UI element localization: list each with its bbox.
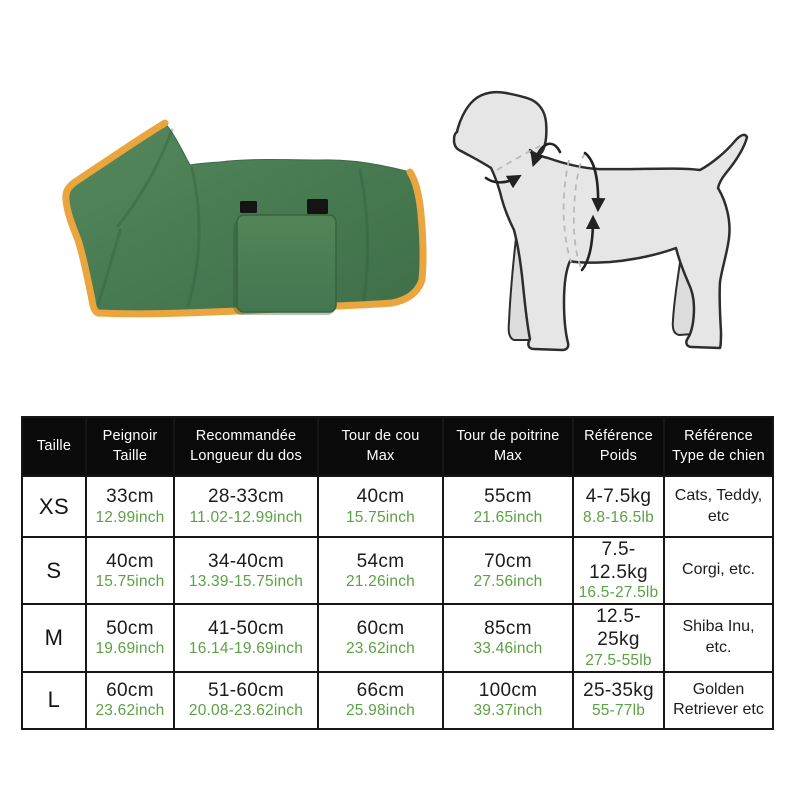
robe-fold-shadows xyxy=(96,128,369,308)
size-row-xs: XS 33cm 12.99inch 28-33cm 11.02-12.99inch … xyxy=(21,475,774,538)
cell-breed: Corgi, etc. xyxy=(663,535,774,606)
neck-dashed-line xyxy=(496,145,541,171)
cell-neck-girth: 60cm 23.62inch xyxy=(317,603,444,673)
chest-girth-arrow-down xyxy=(583,151,606,213)
measure-arrows xyxy=(484,142,606,272)
cell-neck-girth: 54cm 21.26inch xyxy=(317,535,444,606)
cell-chest-girth: 85cm 33.46inch xyxy=(442,603,574,673)
cell-weight: 25-35kg 55-77lb xyxy=(572,670,665,730)
neck-girth-arrow xyxy=(484,174,522,189)
cell-weight: 7.5-12.5kg 16.5-27.5lb xyxy=(572,535,665,606)
cell-robe-size: 33cm 12.99inch xyxy=(85,475,175,538)
header-longueur-dos: Recommandée Longueur du dos xyxy=(173,416,319,477)
cell-back-length: 34-40cm 13.39-15.75inch xyxy=(173,535,319,606)
cell-breed: Cats, Teddy, etc xyxy=(663,475,774,538)
product-photo-bathrobe xyxy=(20,100,460,350)
robe-pocket xyxy=(236,214,337,313)
bathrobe-illustration xyxy=(62,119,427,318)
cell-weight: 4-7.5kg 8.8-16.5lb xyxy=(572,475,665,538)
cell-chest-girth: 55cm 21.65inch xyxy=(442,475,574,538)
chest-dashed-line xyxy=(562,159,572,263)
cell-size: S xyxy=(21,535,87,606)
chest-ellipse-dashed-arc xyxy=(572,152,586,271)
cell-breed: Shiba Inu, etc. xyxy=(663,603,774,673)
chest-girth-arrow-up xyxy=(580,214,601,272)
cell-back-length: 28-33cm 11.02-12.99inch xyxy=(173,475,319,538)
size-row-s: S 40cm 15.75inch 34-40cm 13.39-15.75inch 5… xyxy=(21,535,774,606)
dog-measurement-diagram xyxy=(430,70,790,400)
cell-size: XS xyxy=(21,475,87,538)
size-chart-table: Taille Peignoir Taille Recommandée Longueu… xyxy=(21,416,774,730)
robe-orange-trim xyxy=(62,119,427,318)
header-tour-de-cou: Tour de cou Max xyxy=(317,416,444,477)
cell-breed: Golden Retriever etc xyxy=(663,670,774,730)
header-reference-type-chien: Référence Type de chien xyxy=(663,416,774,477)
cell-chest-girth: 100cm 39.37inch xyxy=(442,670,574,730)
cell-robe-size: 60cm 23.62inch xyxy=(85,670,175,730)
cell-neck-girth: 66cm 25.98inch xyxy=(317,670,444,730)
cell-size: L xyxy=(21,670,87,730)
header-peignoir-taille: Peignoir Taille xyxy=(85,416,175,477)
dashed-measure-guides xyxy=(496,145,586,271)
cell-robe-size: 40cm 15.75inch xyxy=(85,535,175,606)
cell-size: M xyxy=(21,603,87,673)
header-tour-de-poitrine: Tour de poitrine Max xyxy=(442,416,574,477)
velcro-tab-right xyxy=(307,199,328,214)
header-taille: Taille xyxy=(21,416,87,477)
dog-diagram-illustration xyxy=(452,90,749,352)
cell-back-length: 51-60cm 20.08-23.62inch xyxy=(173,670,319,730)
size-chart-header-row: Taille Peignoir Taille Recommandée Longueu… xyxy=(21,416,774,477)
cell-back-length: 41-50cm 16.14-19.69inch xyxy=(173,603,319,673)
size-row-m: M 50cm 19.69inch 41-50cm 16.14-19.69inch 6… xyxy=(21,603,774,673)
cell-chest-girth: 70cm 27.56inch xyxy=(442,535,574,606)
cell-robe-size: 50cm 19.69inch xyxy=(85,603,175,673)
cell-weight: 12.5-25kg 27.5-55lb xyxy=(572,603,665,673)
header-reference-poids: Référence Poids xyxy=(572,416,665,477)
velcro-tab-left xyxy=(240,201,257,213)
size-row-l: L 60cm 23.62inch 51-60cm 20.08-23.62inch 6… xyxy=(21,670,774,730)
neck-girth-arrow-top xyxy=(530,142,562,168)
dog-silhouette xyxy=(452,90,749,352)
cell-neck-girth: 40cm 15.75inch xyxy=(317,475,444,538)
